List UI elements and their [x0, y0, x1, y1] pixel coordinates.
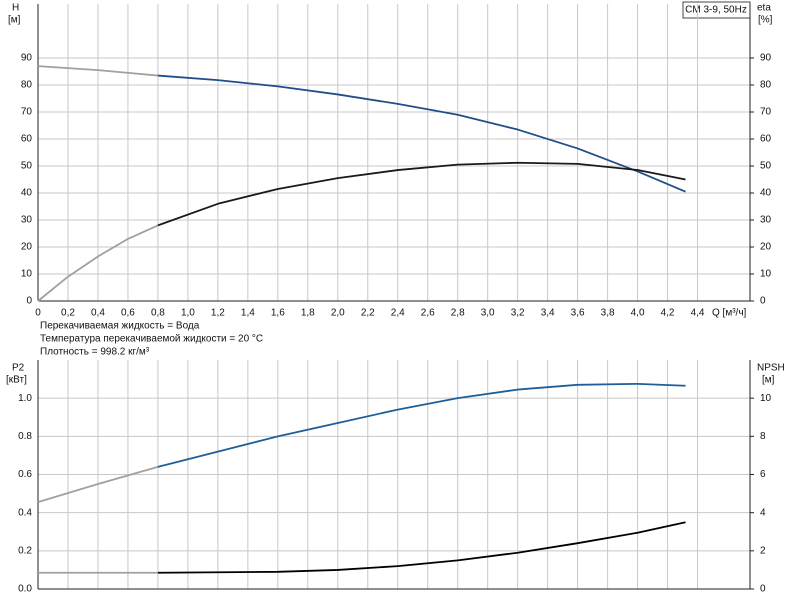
y-tick-label: 40: [21, 188, 33, 199]
curve: [37, 65, 158, 77]
y2-tick-label: 30: [760, 215, 772, 226]
y2-tick-label: 8: [760, 431, 766, 442]
y2-tick-label: 40: [760, 188, 772, 199]
y-tick-label: 80: [21, 80, 33, 91]
y-tick-label: 1.0: [18, 393, 32, 404]
y2-tick-label: 0: [760, 584, 766, 595]
y-tick-label: 0.2: [18, 545, 32, 556]
y-unit: [м]: [8, 15, 21, 26]
y2-tick-label: 20: [760, 242, 772, 253]
x-label: Q [м³/ч]: [712, 308, 747, 319]
x-tick-label: 4,4: [691, 308, 705, 319]
y-tick-label: 0.6: [18, 469, 32, 480]
x-tick-label: 2,6: [421, 308, 435, 319]
y2-unit: [%]: [758, 15, 773, 26]
y-tick-label: 10: [21, 269, 33, 280]
x-tick-label: 2,0: [331, 308, 345, 319]
y2-tick-label: 10: [760, 269, 772, 280]
y2-tick-label: 70: [760, 107, 772, 118]
curve: [157, 382, 686, 468]
y-tick-label: 0.0: [18, 584, 32, 595]
x-tick-label: 3,6: [571, 308, 585, 319]
note: Температура перекачиваемой жидкости = 20…: [40, 334, 263, 345]
y-tick-label: 0.8: [18, 431, 32, 442]
x-tick-label: 4,0: [631, 308, 645, 319]
y2-tick-label: 4: [760, 507, 766, 518]
y2-tick-label: 90: [760, 53, 772, 64]
y-tick-label: 30: [21, 215, 33, 226]
y-tick-label: 60: [21, 134, 33, 145]
x-tick-label: 3,4: [541, 308, 555, 319]
y-tick-label: 70: [21, 107, 33, 118]
curve: [157, 74, 686, 193]
y2-tick-label: 10: [760, 393, 772, 404]
curve: [37, 466, 159, 504]
y2-tick-label: 0: [760, 296, 766, 307]
x-tick-label: 2,4: [391, 308, 405, 319]
x-tick-label: 0: [35, 308, 41, 319]
y-unit: [кВт]: [6, 375, 27, 386]
label-box-text: CM 3-9, 50Hz: [685, 5, 747, 16]
x-tick-label: 3,0: [481, 308, 495, 319]
y2-label: NPSH: [757, 363, 785, 374]
y2-unit: [м]: [762, 375, 775, 386]
y2-label: eta: [757, 3, 771, 14]
x-tick-label: 0,8: [151, 308, 165, 319]
y-tick-label: 20: [21, 242, 33, 253]
y-tick-label: 0: [26, 296, 32, 307]
y-label: P2: [12, 363, 25, 374]
y2-tick-label: 6: [760, 469, 766, 480]
y2-tick-label: 50: [760, 161, 772, 172]
x-tick-label: 0,4: [91, 308, 105, 319]
x-tick-label: 1,6: [271, 308, 285, 319]
y-label: H: [12, 3, 19, 14]
y-tick-label: 90: [21, 53, 33, 64]
x-tick-label: 4,2: [661, 308, 675, 319]
y-tick-label: 0.4: [18, 507, 32, 518]
curve: [157, 521, 686, 574]
x-tick-label: 3,8: [601, 308, 615, 319]
curve: [157, 161, 686, 227]
x-tick-label: 2,2: [361, 308, 375, 319]
x-tick-label: 1,0: [181, 308, 195, 319]
curve: [37, 224, 159, 302]
y2-tick-label: 80: [760, 80, 772, 91]
x-tick-label: 1,2: [211, 308, 225, 319]
x-tick-label: 1,4: [241, 308, 255, 319]
note: Перекачиваемая жидкость = Вода: [40, 321, 200, 332]
note: Плотность = 998.2 кг/м³: [40, 347, 150, 358]
y-tick-label: 50: [21, 161, 33, 172]
x-tick-label: 0,2: [61, 308, 75, 319]
x-tick-label: 0,6: [121, 308, 135, 319]
x-tick-label: 1,8: [301, 308, 315, 319]
y2-tick-label: 2: [760, 545, 766, 556]
y2-tick-label: 60: [760, 134, 772, 145]
x-tick-label: 2,8: [451, 308, 465, 319]
x-tick-label: 3,2: [511, 308, 525, 319]
